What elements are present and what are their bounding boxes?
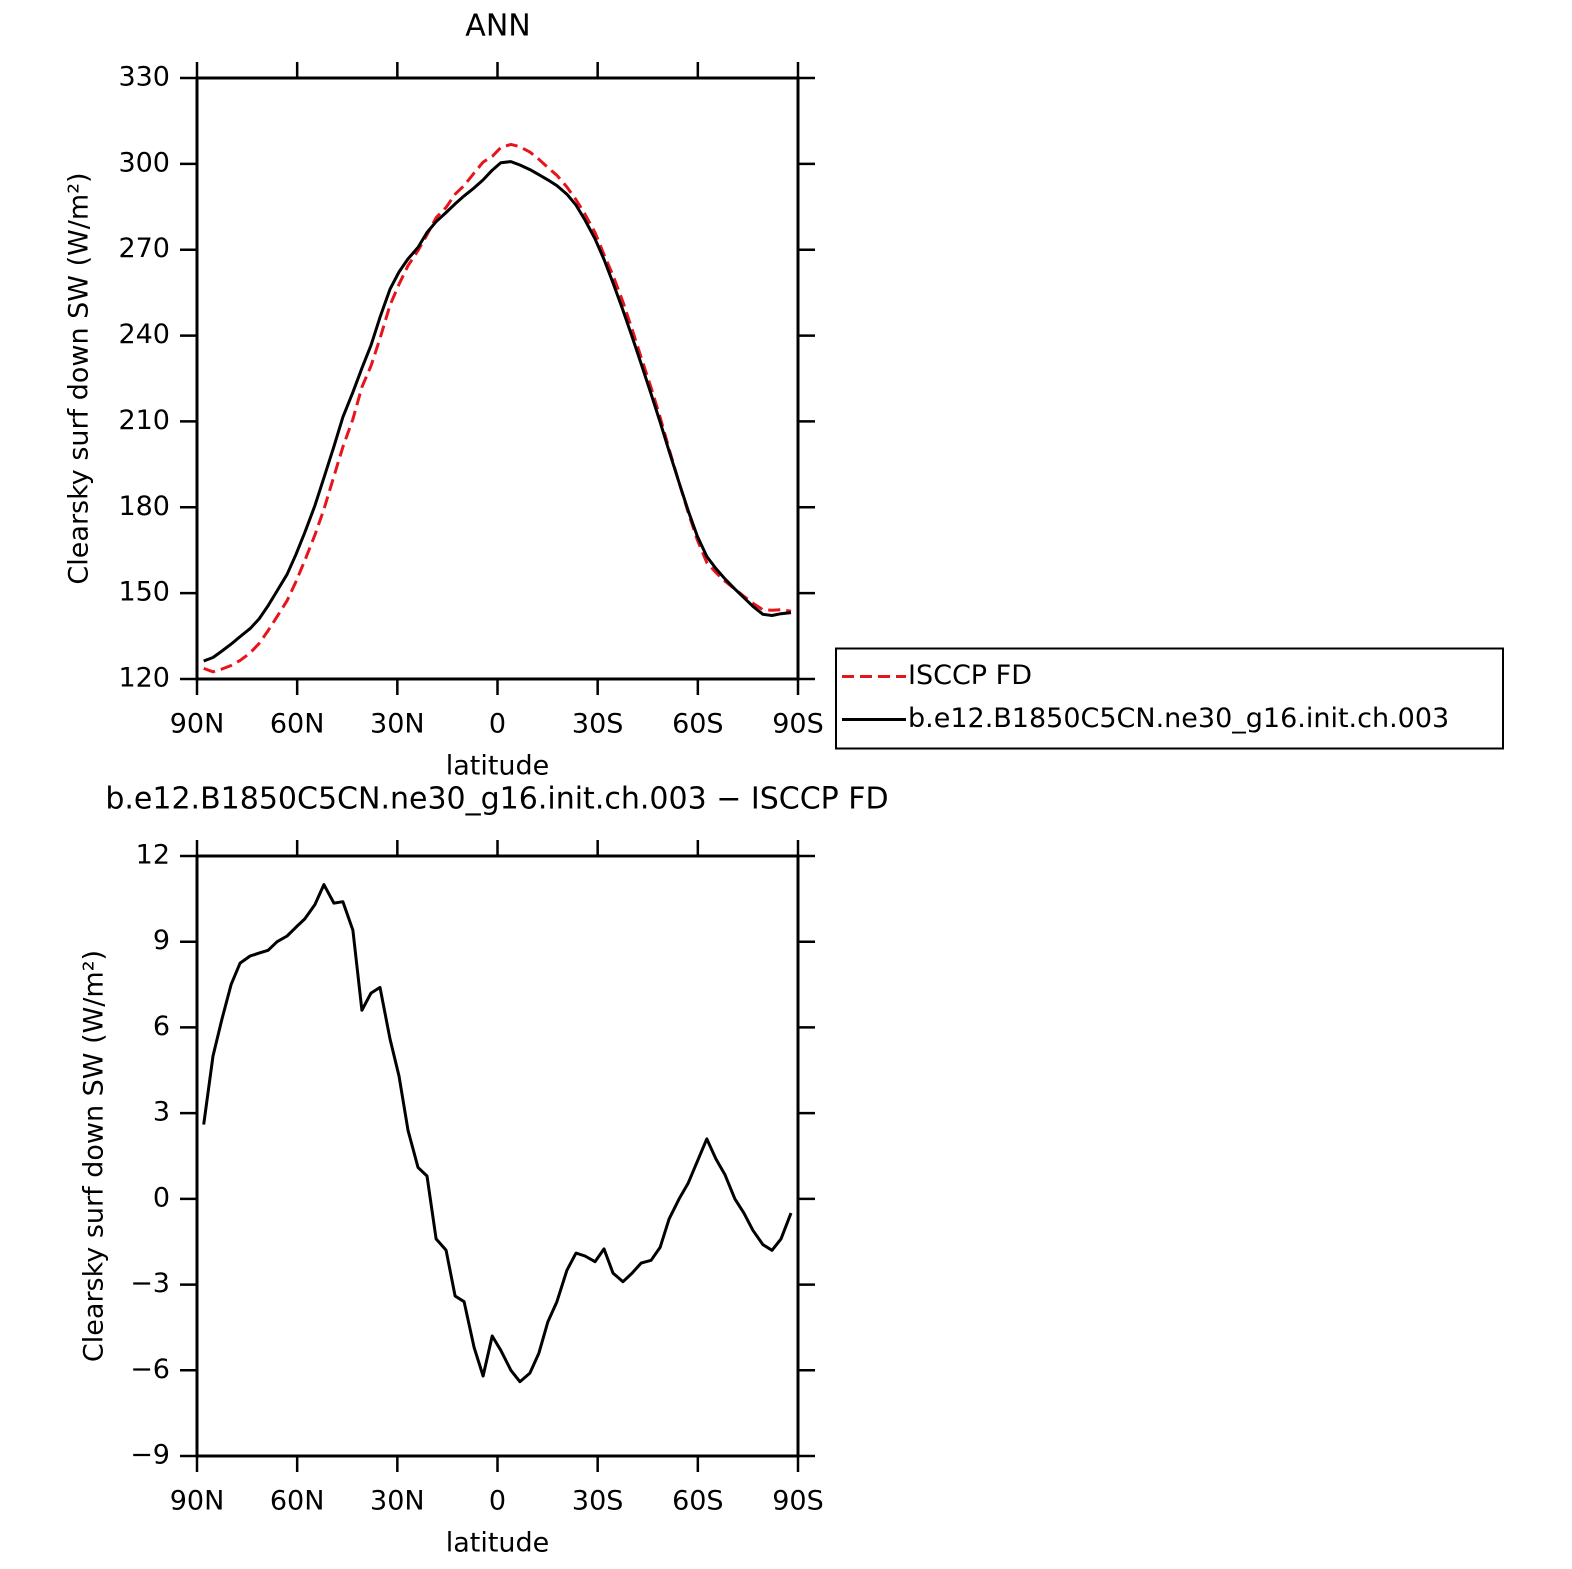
x-tick-label: 90N [170,1486,225,1517]
y-tick-label: 0 [153,1182,170,1213]
y-tick-label: 270 [118,233,170,264]
x-axis-label: latitude [446,1528,550,1559]
data-line [203,160,792,663]
x-tick-label: 0 [489,709,506,740]
x-tick-label: 0 [489,1486,506,1517]
y-tick-label: 3 [153,1097,170,1128]
x-tick-label: 90N [170,709,225,740]
y-tick-label: −9 [130,1440,170,1471]
x-tick-label: 60S [672,1486,724,1517]
x-tick-label: 90S [772,709,824,740]
y-tick-label: 300 [118,147,170,178]
data-line [203,142,792,674]
plot-frame [195,854,800,1458]
y-tick-label: 330 [118,62,170,93]
data-line [202,883,793,1384]
x-axis-label: latitude [446,751,550,782]
y-tick-label: 210 [118,405,170,436]
y-axis-label: Clearsky surf down SW (W/m²) [79,950,110,1362]
y-tick-label: −3 [130,1268,170,1299]
y-tick-label: 120 [118,663,170,694]
y-tick-label: 240 [118,319,170,350]
legend-label: ISCCP FD [908,660,1032,691]
chart-title: ANN [465,9,530,44]
legend-box [835,647,1504,750]
x-tick-label: 30N [370,709,425,740]
legend-label: b.e12.B1850C5CN.ne30_g16.init.ch.003 [908,703,1449,734]
y-axis-label: Clearsky surf down SW (W/m²) [64,172,95,584]
x-tick-label: 60N [270,709,325,740]
y-tick-label: 150 [118,577,170,608]
x-tick-label: 60S [672,709,724,740]
x-tick-label: 30S [572,1486,624,1517]
chart-title: b.e12.B1850C5CN.ne30_g16.init.ch.003 − I… [105,782,888,817]
plot-frame [195,76,800,681]
y-tick-label: 12 [136,840,170,871]
x-tick-label: 30N [370,1486,425,1517]
x-tick-label: 90S [772,1486,824,1517]
y-tick-label: 9 [153,925,170,956]
y-tick-label: −6 [130,1354,170,1385]
x-tick-label: 60N [270,1486,325,1517]
x-tick-label: 30S [572,709,624,740]
y-tick-label: 180 [118,491,170,522]
y-tick-label: 6 [153,1011,170,1042]
